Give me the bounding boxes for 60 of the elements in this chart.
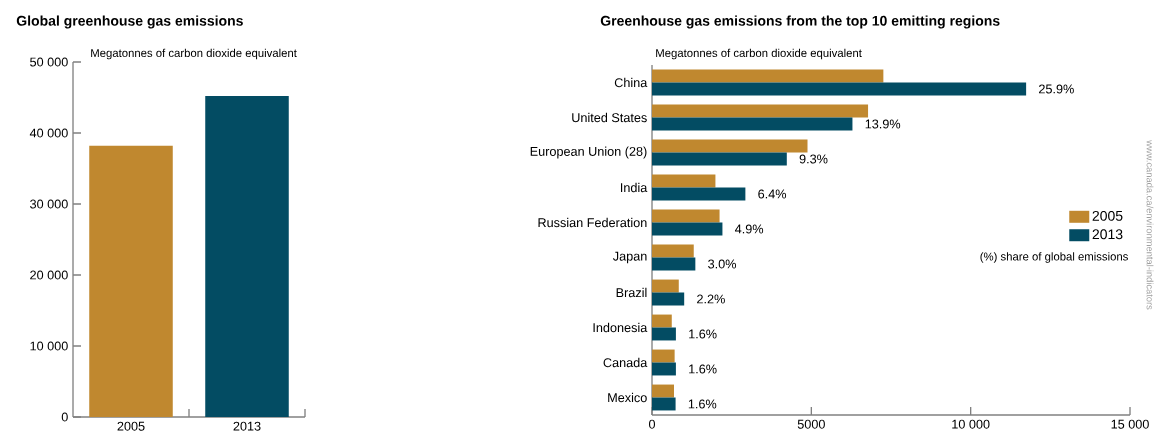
- bar: [652, 69, 884, 83]
- annotation: 6.4%: [758, 189, 787, 199]
- bar: [652, 384, 674, 398]
- x-axis-title: Megatonnes of carbon dioxide equivalent: [656, 48, 862, 60]
- y-tick-label: 20 000: [30, 270, 68, 280]
- y-tick-label: Indonesia: [593, 322, 648, 333]
- y-tick-label: 30 000: [30, 199, 68, 209]
- annotation: 1.6%: [688, 399, 717, 409]
- bar: [652, 139, 808, 153]
- y-tick-label: Mexico: [608, 392, 647, 403]
- y-tick-label: 0: [61, 412, 68, 422]
- legend-label: 2005: [1092, 210, 1123, 221]
- bar: [652, 257, 696, 271]
- annotation: 2.2%: [697, 294, 725, 304]
- bar: [652, 349, 675, 363]
- bar: [652, 82, 1027, 96]
- bar: [652, 327, 676, 341]
- x-tick-label: 10 000: [952, 419, 990, 429]
- x-tick-label: 5000: [797, 419, 825, 429]
- annotation: (%) share of global emissions: [980, 252, 1128, 263]
- y-axis-title: Megatonnes of carbon dioxide equivalent: [91, 48, 297, 60]
- bar: [652, 279, 679, 293]
- bar: [652, 174, 716, 188]
- annotation: 4.9%: [734, 224, 764, 234]
- y-tick-label: 10 000: [30, 341, 68, 351]
- y-tick-label: 50 000: [30, 57, 68, 67]
- bar: [652, 244, 694, 258]
- bar: [652, 362, 676, 376]
- annotation: 25.9%: [1039, 84, 1074, 94]
- y-tick-label: India: [621, 182, 648, 193]
- x-tick-label: 2005: [117, 421, 145, 431]
- bar: [652, 314, 672, 328]
- y-tick-label: European Union (28): [530, 146, 647, 159]
- bar: [652, 104, 869, 118]
- bar: [652, 152, 787, 166]
- y-tick-label: Brazil: [616, 287, 647, 298]
- annotation: 9.3%: [799, 154, 828, 164]
- x-tick-label: 15 000: [1111, 419, 1149, 429]
- y-tick-label: Canada: [603, 357, 648, 368]
- annotation: 3.0%: [708, 259, 737, 269]
- bar: [652, 187, 746, 201]
- annotation: 13.9%: [865, 119, 901, 129]
- bar: [652, 117, 853, 131]
- y-tick-label: Russian Federation: [538, 217, 647, 228]
- annotation: 1.6%: [689, 329, 717, 339]
- bar: [652, 209, 720, 223]
- y-tick-label: 40 000: [29, 128, 68, 138]
- legend-label: 2013: [1092, 229, 1123, 240]
- chart-title: Global greenhouse gas emissions: [16, 15, 243, 29]
- y-tick-label: Japan: [612, 251, 647, 264]
- bar: [652, 292, 685, 306]
- x-tick-label: 0: [648, 419, 656, 429]
- bar: [652, 222, 723, 236]
- chart-title: Greenhouse gas emissions from the top 10 emitting regions: [600, 15, 1000, 29]
- y-tick-label: China: [614, 77, 648, 88]
- annotation: 1.6%: [689, 364, 717, 374]
- bar: [652, 397, 676, 411]
- text: www.canada.ca/environmental-indicators: [1146, 140, 1154, 310]
- x-tick-label: 2013: [233, 421, 261, 431]
- y-tick-label: United States: [572, 112, 647, 123]
